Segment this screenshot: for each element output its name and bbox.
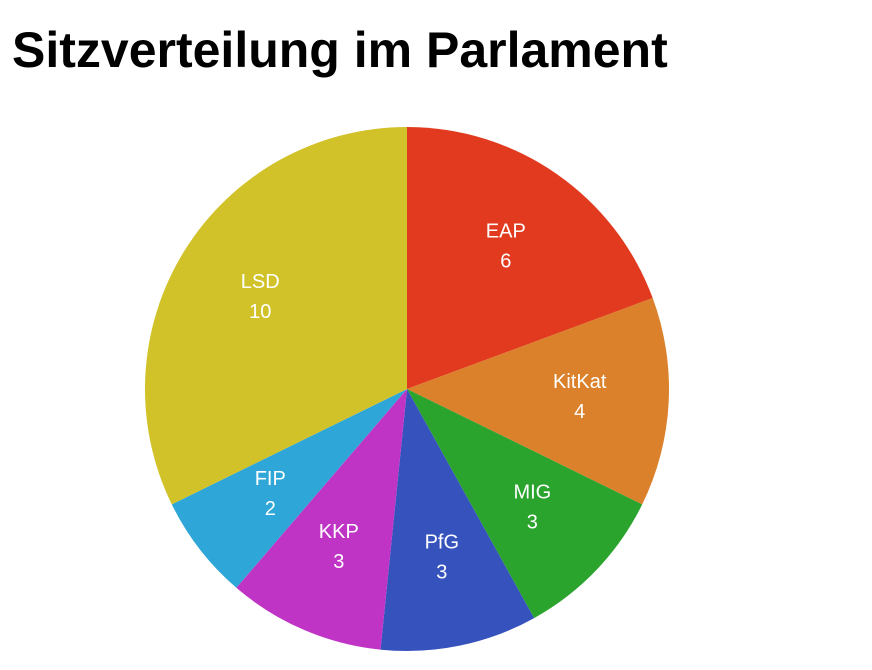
slice-label: PfG [425, 532, 459, 554]
slice-value: 3 [527, 511, 538, 533]
pie-slice [236, 389, 407, 650]
pie-slice [407, 298, 669, 505]
chart-title: Sitzverteilung im Parlament [12, 22, 668, 78]
slice-label: EAP [486, 220, 526, 242]
slice-label: FIP [255, 468, 286, 490]
slice-value: 10 [249, 301, 271, 323]
slice-value: 3 [333, 551, 344, 573]
pie-slice [407, 127, 653, 389]
slice-label: KKP [319, 521, 359, 543]
pie-slice [171, 389, 407, 588]
slice-value: 6 [500, 250, 511, 272]
pie-slice [380, 389, 535, 651]
slice-label: MIG [513, 481, 551, 503]
slice-label: KitKat [553, 371, 607, 393]
slice-label: LSD [241, 271, 280, 293]
slice-value: 4 [574, 401, 585, 423]
slice-value: 2 [265, 498, 276, 520]
pie-slice [407, 389, 643, 619]
slice-value: 3 [436, 562, 447, 584]
pie-slice [145, 127, 407, 505]
